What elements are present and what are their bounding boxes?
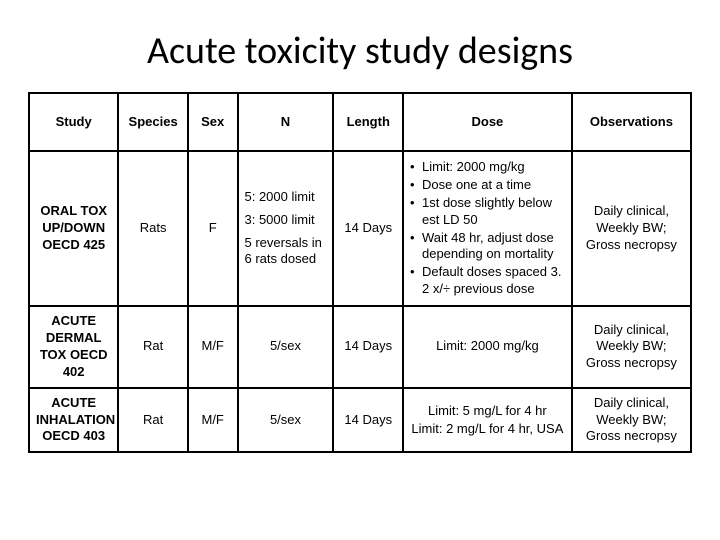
cell-obs: Daily clinical, Weekly BW; Gross necrops… (572, 151, 691, 306)
col-study: Study (29, 93, 118, 151)
dose-line: Limit: 5 mg/L for 4 hr (410, 403, 565, 420)
table-header-row: Study Species Sex N Length Dose Observat… (29, 93, 691, 151)
cell-n: 5: 2000 limit 3: 5000 limit 5 reversals … (238, 151, 334, 306)
cell-species: Rat (118, 388, 188, 453)
dose-bullet: Default doses spaced 3. 2 x/÷ previous d… (410, 264, 565, 298)
dose-line: Limit: 2 mg/L for 4 hr, USA (410, 421, 565, 438)
table-row: ORAL TOX UP/DOWN OECD 425 Rats F 5: 2000… (29, 151, 691, 306)
table-body: ORAL TOX UP/DOWN OECD 425 Rats F 5: 2000… (29, 151, 691, 452)
dose-bullet: 1st dose slightly below est LD 50 (410, 195, 565, 229)
cell-study: ACUTE INHALATION OECD 403 (29, 388, 118, 453)
table-row: ACUTE INHALATION OECD 403 Rat M/F 5/sex … (29, 388, 691, 453)
col-species: Species (118, 93, 188, 151)
toxicity-table: Study Species Sex N Length Dose Observat… (28, 92, 692, 453)
cell-species: Rats (118, 151, 188, 306)
n-block: 3: 5000 limit (245, 212, 327, 229)
col-n: N (238, 93, 334, 151)
cell-sex: M/F (188, 306, 238, 388)
cell-study: ORAL TOX UP/DOWN OECD 425 (29, 151, 118, 306)
cell-length: 14 Days (333, 151, 403, 306)
col-observations: Observations (572, 93, 691, 151)
cell-dose: Limit: 5 mg/L for 4 hr Limit: 2 mg/L for… (403, 388, 572, 453)
cell-sex: F (188, 151, 238, 306)
slide: Acute toxicity study designs Study Speci… (0, 0, 720, 540)
dose-bullet: Limit: 2000 mg/kg (410, 159, 565, 176)
col-sex: Sex (188, 93, 238, 151)
cell-obs: Daily clinical, Weekly BW; Gross necrops… (572, 306, 691, 388)
cell-sex: M/F (188, 388, 238, 453)
cell-dose: Limit: 2000 mg/kg Dose one at a time 1st… (403, 151, 572, 306)
cell-obs: Daily clinical, Weekly BW; Gross necrops… (572, 388, 691, 453)
cell-length: 14 Days (333, 388, 403, 453)
col-dose: Dose (403, 93, 572, 151)
cell-length: 14 Days (333, 306, 403, 388)
n-block: 5 reversals in 6 rats dosed (245, 235, 327, 269)
dose-bullet: Wait 48 hr, adjust dose depending on mor… (410, 230, 565, 264)
cell-species: Rat (118, 306, 188, 388)
n-block: 5: 2000 limit (245, 189, 327, 206)
dose-line: Limit: 2000 mg/kg (410, 338, 565, 355)
cell-n: 5/sex (238, 306, 334, 388)
table-header: Study Species Sex N Length Dose Observat… (29, 93, 691, 151)
table-row: ACUTE DERMAL TOX OECD 402 Rat M/F 5/sex … (29, 306, 691, 388)
page-title: Acute toxicity study designs (28, 28, 692, 74)
col-length: Length (333, 93, 403, 151)
cell-n: 5/sex (238, 388, 334, 453)
cell-dose: Limit: 2000 mg/kg (403, 306, 572, 388)
dose-bullet: Dose one at a time (410, 177, 565, 194)
cell-study: ACUTE DERMAL TOX OECD 402 (29, 306, 118, 388)
